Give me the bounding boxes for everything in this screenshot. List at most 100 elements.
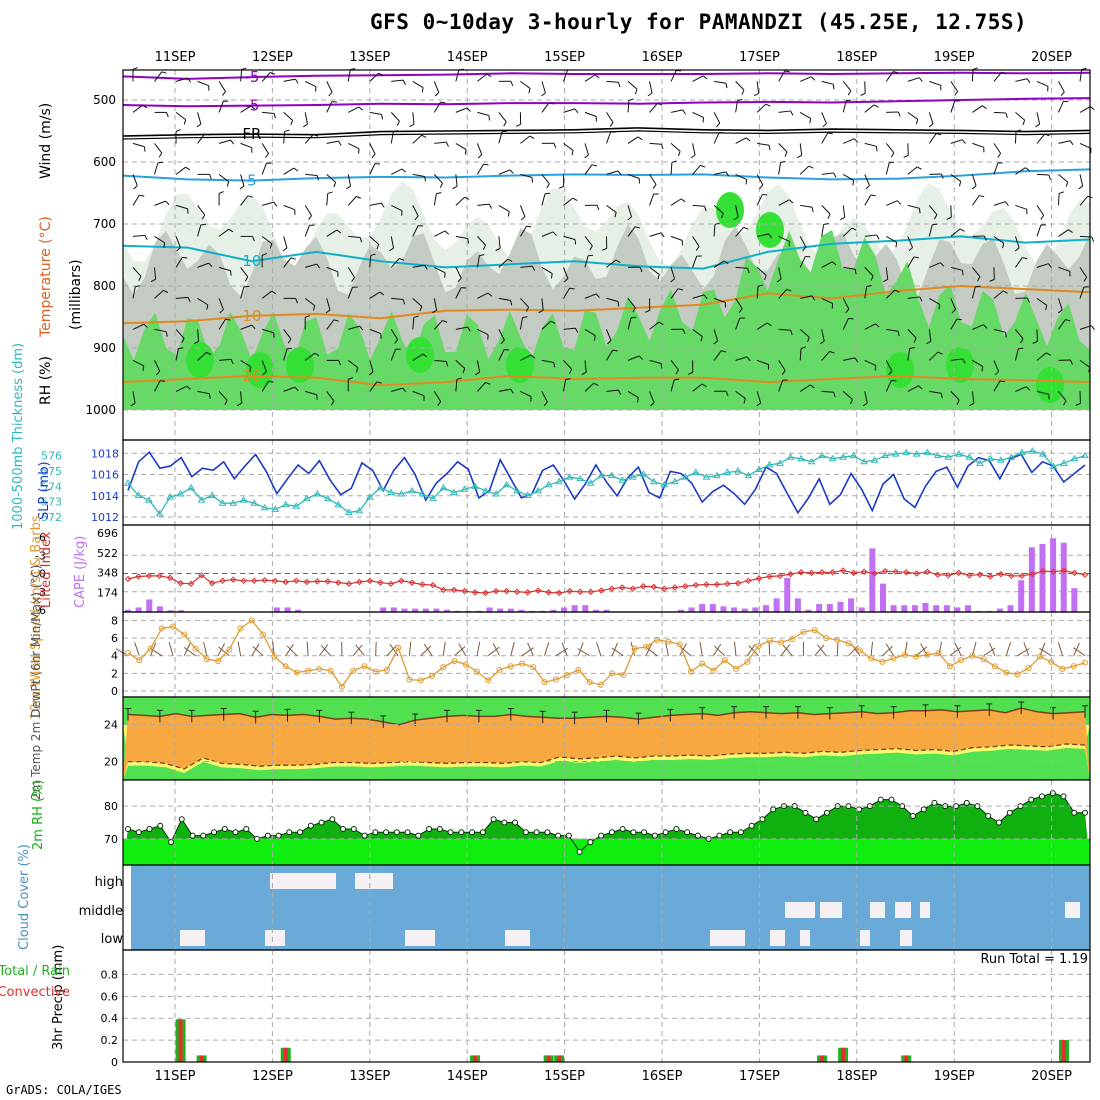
wind-barb: [680, 198, 686, 203]
wind-barb: [829, 350, 835, 354]
wind-barb: [959, 228, 965, 232]
wind-barb: [950, 298, 957, 310]
dewpoint-line: [128, 743, 1086, 770]
wind-barb: [132, 67, 138, 70]
surface-barb: [611, 647, 624, 657]
wind-speed-marker: [192, 645, 199, 652]
wind-barb: [197, 80, 209, 87]
isotherm-label: 10: [242, 252, 261, 270]
wind-barb: [799, 384, 811, 392]
thickness-marker: [1028, 447, 1037, 454]
wind-barb: [433, 81, 440, 93]
wind-barb: [627, 173, 640, 179]
wind-barb: [606, 131, 612, 144]
thickness-marker: [450, 488, 458, 495]
lifted-index-marker: [787, 570, 794, 578]
wind-barb: [627, 390, 639, 399]
wind-barb: [1022, 257, 1028, 260]
cape-tick: 348: [97, 567, 118, 580]
wind-speed-marker: [755, 643, 762, 649]
surface-barb: [882, 645, 893, 657]
wind-speed-marker: [958, 657, 965, 664]
wind-barb: [240, 142, 252, 149]
wind-barb: [821, 205, 831, 215]
wind-barb: [498, 258, 509, 268]
wind-barb: [271, 290, 277, 295]
wind-barb: [305, 173, 318, 176]
lifted-index-marker: [534, 587, 542, 594]
wind-barb: [649, 103, 658, 113]
wind-barb: [821, 132, 829, 144]
wind-barb: [175, 129, 181, 132]
wind-barb: [455, 107, 468, 113]
wind-barb: [391, 387, 403, 392]
precip-tick: 0.8: [101, 968, 119, 981]
wind-speed-marker: [1025, 665, 1032, 672]
wind-barb: [627, 136, 639, 144]
rh-marker: [619, 826, 626, 833]
isotherm-label: 20: [242, 367, 261, 385]
wind-barb: [1015, 257, 1023, 268]
wind-barb: [993, 111, 1006, 114]
wind-barb: [412, 80, 424, 89]
rh-marker: [1060, 793, 1067, 800]
lifted-index-marker: [850, 569, 857, 577]
wind-barb: [981, 366, 984, 372]
surface-barb: [237, 641, 242, 656]
wind-barb: [713, 112, 721, 124]
surface-barb: [203, 641, 208, 656]
wind-barb: [154, 360, 161, 372]
thickness-marker: [944, 453, 953, 460]
wind-barb: [670, 267, 676, 280]
wind-barb: [218, 81, 226, 92]
lifted-frame: [122, 524, 1091, 613]
isotherm-line: [122, 284, 1091, 325]
wind-barb: [206, 351, 212, 356]
wind-barb: [346, 185, 351, 190]
precip-bar-convective: [557, 1055, 562, 1062]
wind-speed-marker: [451, 658, 458, 664]
wind-barb: [692, 75, 704, 82]
wind-barb: [412, 390, 425, 397]
wind-barb: [778, 235, 790, 242]
rh-marker: [1028, 796, 1035, 803]
wind-barb: [240, 105, 252, 113]
surface-barb: [527, 642, 534, 656]
wind-barb: [595, 293, 600, 298]
wind-barb: [670, 143, 681, 152]
wind-barb: [175, 256, 183, 268]
wind-barb: [240, 174, 245, 187]
wind-barb: [269, 243, 273, 249]
cape-bar: [486, 607, 493, 612]
wind-barb: [701, 383, 707, 387]
thickness-marker: [155, 509, 164, 517]
wind-barb: [644, 309, 650, 313]
cape-tick: 696: [97, 527, 118, 540]
wind-barb: [412, 298, 423, 307]
wind-barb: [261, 253, 267, 256]
wind-barb: [574, 327, 579, 333]
thickness-marker: [134, 491, 143, 499]
wind-barb: [154, 200, 166, 206]
wind-barb: [950, 81, 958, 92]
li-tick: 6: [39, 604, 46, 617]
wind-speed-marker: [530, 664, 537, 671]
lifted-index-marker: [1039, 567, 1047, 575]
rh-spot: [756, 212, 784, 248]
wind-barb: [907, 166, 918, 175]
wind-barb: [756, 103, 767, 113]
precip-bar-convective: [841, 1047, 846, 1062]
wind-barb: [589, 245, 593, 251]
rh-marker: [544, 829, 551, 836]
wind-barb: [565, 378, 571, 381]
legend-convective: Convective: [0, 985, 70, 1000]
wind-barb: [961, 139, 966, 144]
surface-barb: [870, 641, 874, 656]
wind-barb: [273, 201, 278, 207]
rh-marker: [565, 832, 572, 839]
wind-barb: [860, 92, 866, 96]
wind-barb: [1058, 140, 1071, 144]
wind-speed-marker: [282, 663, 289, 670]
wind-barb: [553, 143, 557, 149]
wind-barb: [165, 200, 170, 206]
